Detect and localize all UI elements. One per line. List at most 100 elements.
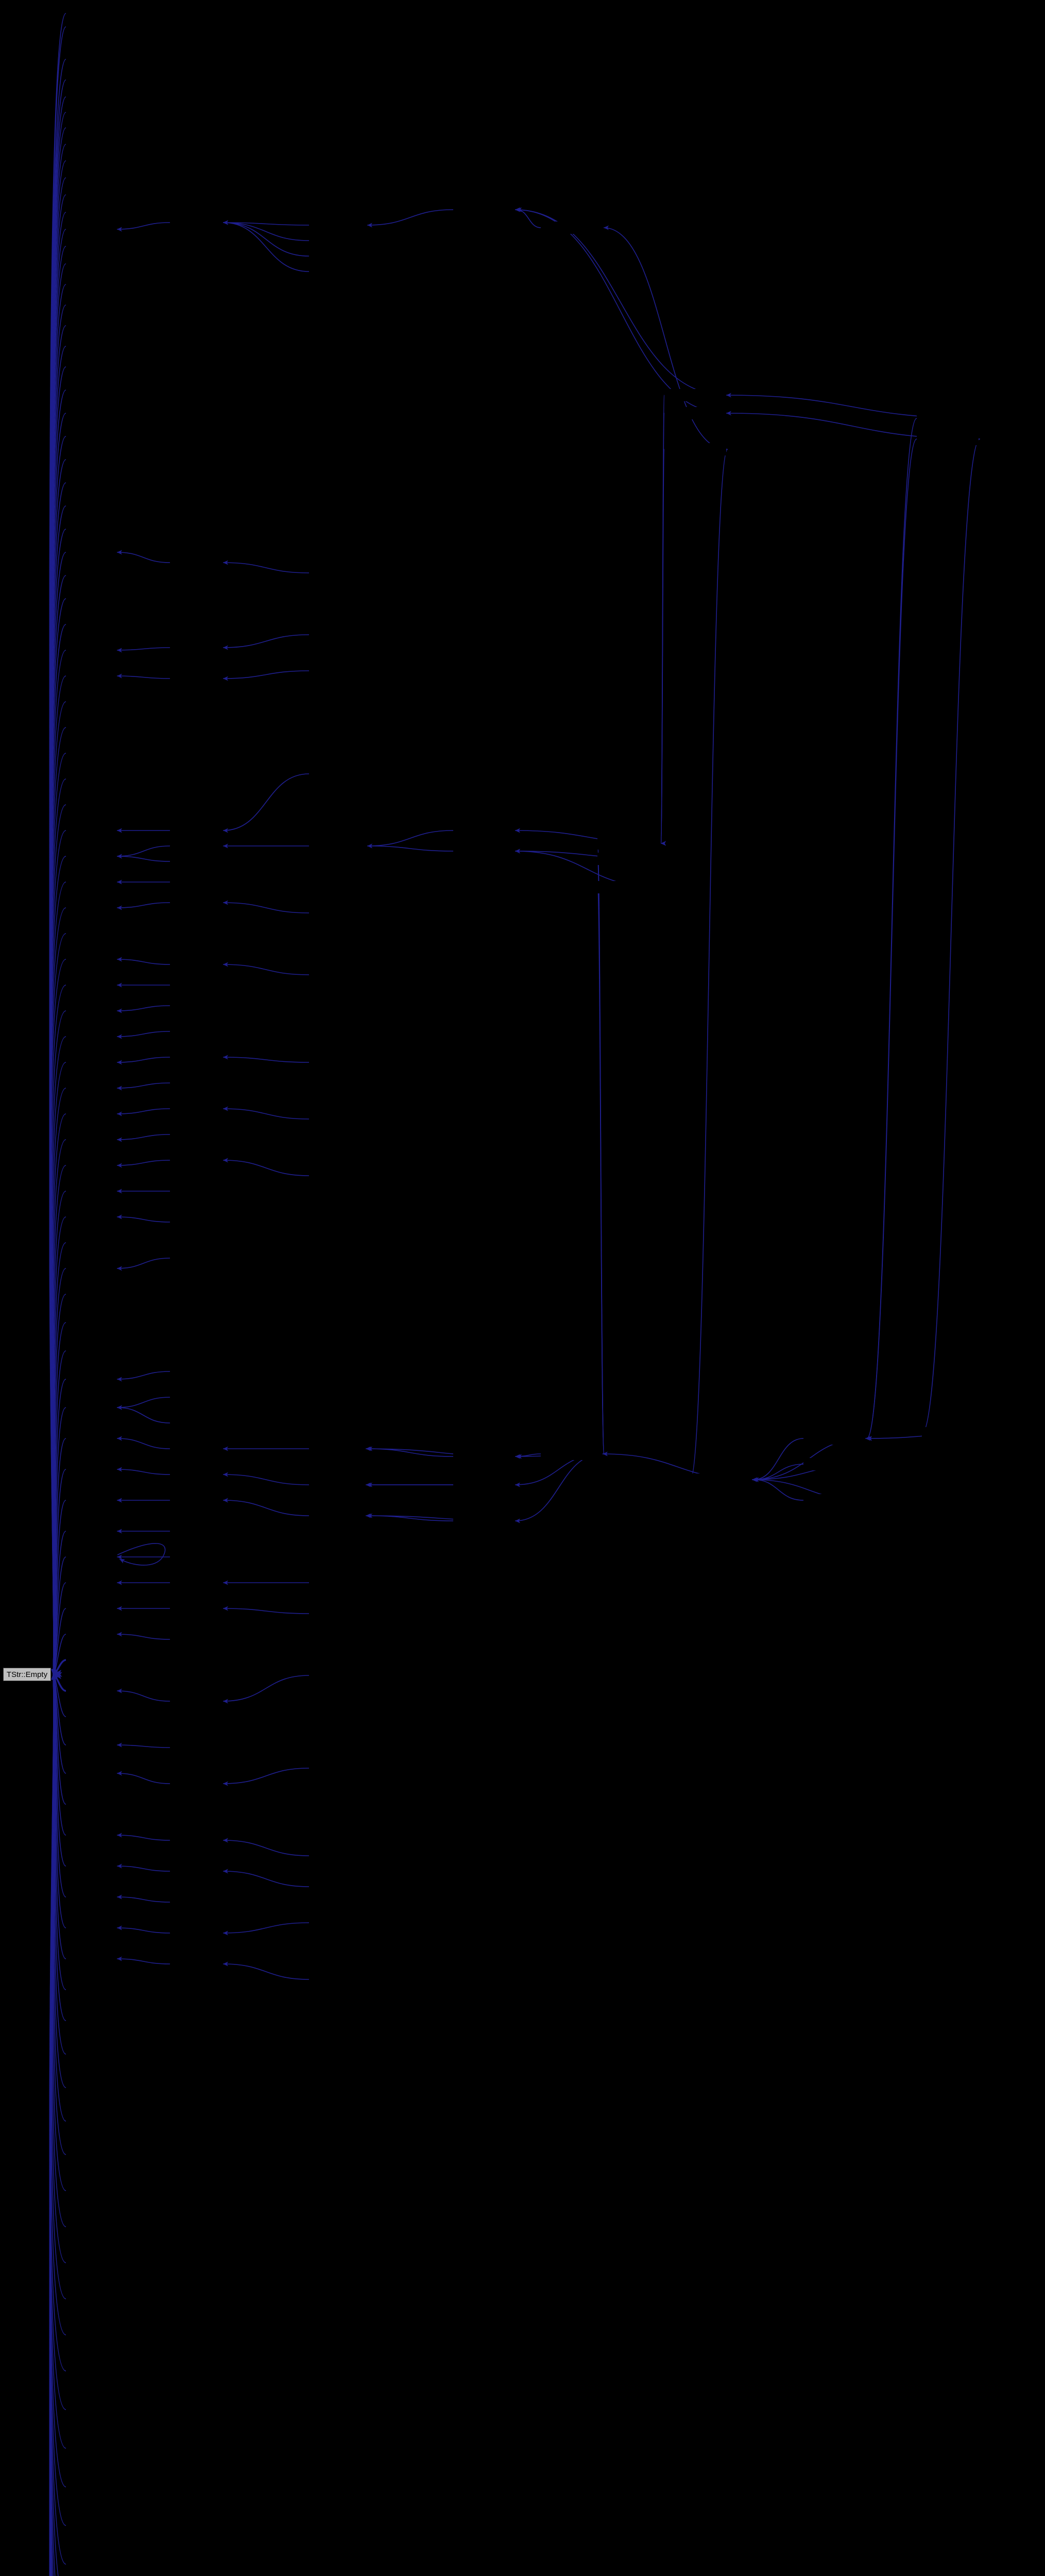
graph-node[interactable] [309, 1577, 366, 1589]
graph-node[interactable] [66, 2184, 115, 2197]
graph-node[interactable] [66, 319, 115, 332]
graph-node[interactable] [309, 768, 366, 780]
graph-node[interactable] [170, 1577, 221, 1589]
graph-node[interactable] [66, 523, 115, 535]
graph-node[interactable] [170, 1633, 221, 1646]
graph-node[interactable] [597, 853, 659, 865]
graph-node[interactable] [309, 665, 366, 677]
graph-node[interactable] [309, 1917, 366, 1929]
graph-node[interactable] [66, 172, 115, 184]
graph-node[interactable] [66, 2081, 115, 2094]
graph-node[interactable] [66, 773, 115, 785]
graph-node[interactable] [66, 1739, 115, 1751]
graph-node[interactable] [66, 850, 115, 862]
graph-node[interactable] [170, 840, 221, 852]
graph-node[interactable] [66, 721, 115, 734]
graph-node[interactable] [66, 1108, 115, 1120]
graph-node[interactable] [453, 1479, 515, 1491]
graph-node[interactable] [170, 824, 221, 837]
graph-node[interactable] [66, 240, 115, 252]
graph-node[interactable] [66, 799, 115, 811]
graph-node[interactable] [309, 265, 366, 278]
graph-node[interactable] [170, 855, 221, 868]
graph-node[interactable] [309, 1973, 366, 1986]
graph-node[interactable] [66, 1288, 115, 1300]
graph-node[interactable] [66, 1373, 115, 1385]
graph-node[interactable] [170, 1777, 221, 1790]
graph-node[interactable] [66, 53, 115, 65]
graph-node[interactable] [66, 1401, 115, 1414]
graph-node[interactable] [309, 1479, 366, 1491]
graph-node[interactable] [170, 999, 221, 1012]
graph-node[interactable] [453, 204, 515, 216]
graph-node[interactable] [66, 453, 115, 466]
graph-node[interactable] [170, 1834, 221, 1846]
graph-node[interactable] [66, 1829, 115, 1841]
graph-node[interactable] [66, 340, 115, 352]
graph-node[interactable] [170, 1695, 221, 1707]
graph-node[interactable] [66, 670, 115, 682]
graph-node[interactable] [170, 896, 221, 909]
graph-node[interactable] [66, 361, 115, 373]
graph-node[interactable] [453, 845, 515, 857]
graph-node[interactable] [66, 91, 115, 103]
graph-node[interactable] [66, 618, 115, 631]
graph-node[interactable] [170, 1865, 221, 1877]
graph-node[interactable] [66, 546, 115, 558]
graph-node[interactable] [66, 384, 115, 396]
graph-node[interactable] [170, 1365, 221, 1378]
graph-node[interactable] [309, 1669, 366, 1682]
graph-node[interactable] [66, 747, 115, 759]
graph-node[interactable] [453, 824, 515, 837]
graph-node[interactable] [66, 2014, 115, 2027]
graph-node[interactable] [66, 1953, 115, 1965]
graph-node[interactable] [170, 641, 221, 654]
graph-node[interactable] [66, 106, 115, 118]
graph-node[interactable] [170, 979, 221, 991]
graph-node[interactable] [170, 556, 221, 569]
graph-node[interactable] [309, 1880, 366, 1893]
graph-node[interactable] [170, 1128, 221, 1141]
graph-node[interactable] [170, 1443, 221, 1455]
graph-node[interactable] [66, 696, 115, 708]
graph-node[interactable] [170, 1494, 221, 1506]
graph-node[interactable] [66, 876, 115, 888]
graph-node[interactable] [170, 1216, 221, 1228]
graph-node[interactable] [664, 389, 726, 401]
graph-node[interactable] [66, 2048, 115, 2060]
graph-node[interactable] [66, 2115, 115, 2127]
graph-node[interactable] [66, 430, 115, 443]
graph-node[interactable] [309, 1443, 366, 1455]
graph-node[interactable] [66, 979, 115, 991]
graph-node[interactable] [66, 1345, 115, 1357]
graph-node[interactable] [66, 223, 115, 235]
graph-node[interactable] [170, 1252, 221, 1264]
graph-node[interactable] [66, 1133, 115, 1146]
graph-node[interactable] [66, 138, 115, 150]
graph-node[interactable] [309, 219, 366, 231]
graph-node[interactable] [66, 1236, 115, 1249]
graph-node[interactable] [170, 216, 221, 229]
graph-node[interactable] [170, 958, 221, 971]
graph-node[interactable] [66, 1082, 115, 1094]
graph-node[interactable] [66, 1710, 115, 1723]
graph-node[interactable] [309, 1762, 366, 1774]
graph-node[interactable] [66, 592, 115, 605]
graph-node[interactable] [66, 1577, 115, 1589]
graph-node[interactable] [309, 840, 366, 852]
graph-node[interactable] [803, 1458, 865, 1470]
graph-node[interactable] [309, 1113, 366, 1125]
graph-node[interactable] [66, 2329, 115, 2341]
graph-node[interactable] [66, 206, 115, 218]
graph-node[interactable] [170, 1741, 221, 1754]
graph-node[interactable] [66, 1211, 115, 1223]
graph-node[interactable] [309, 907, 366, 919]
graph-node[interactable] [66, 299, 115, 311]
graph-node[interactable] [170, 1077, 221, 1089]
graph-node[interactable] [66, 2481, 115, 2493]
graph-node[interactable] [66, 1551, 115, 1563]
graph-node[interactable] [541, 1448, 603, 1460]
graph-node[interactable] [917, 433, 979, 445]
graph-node[interactable] [66, 1262, 115, 1275]
graph-node[interactable] [66, 1159, 115, 1172]
